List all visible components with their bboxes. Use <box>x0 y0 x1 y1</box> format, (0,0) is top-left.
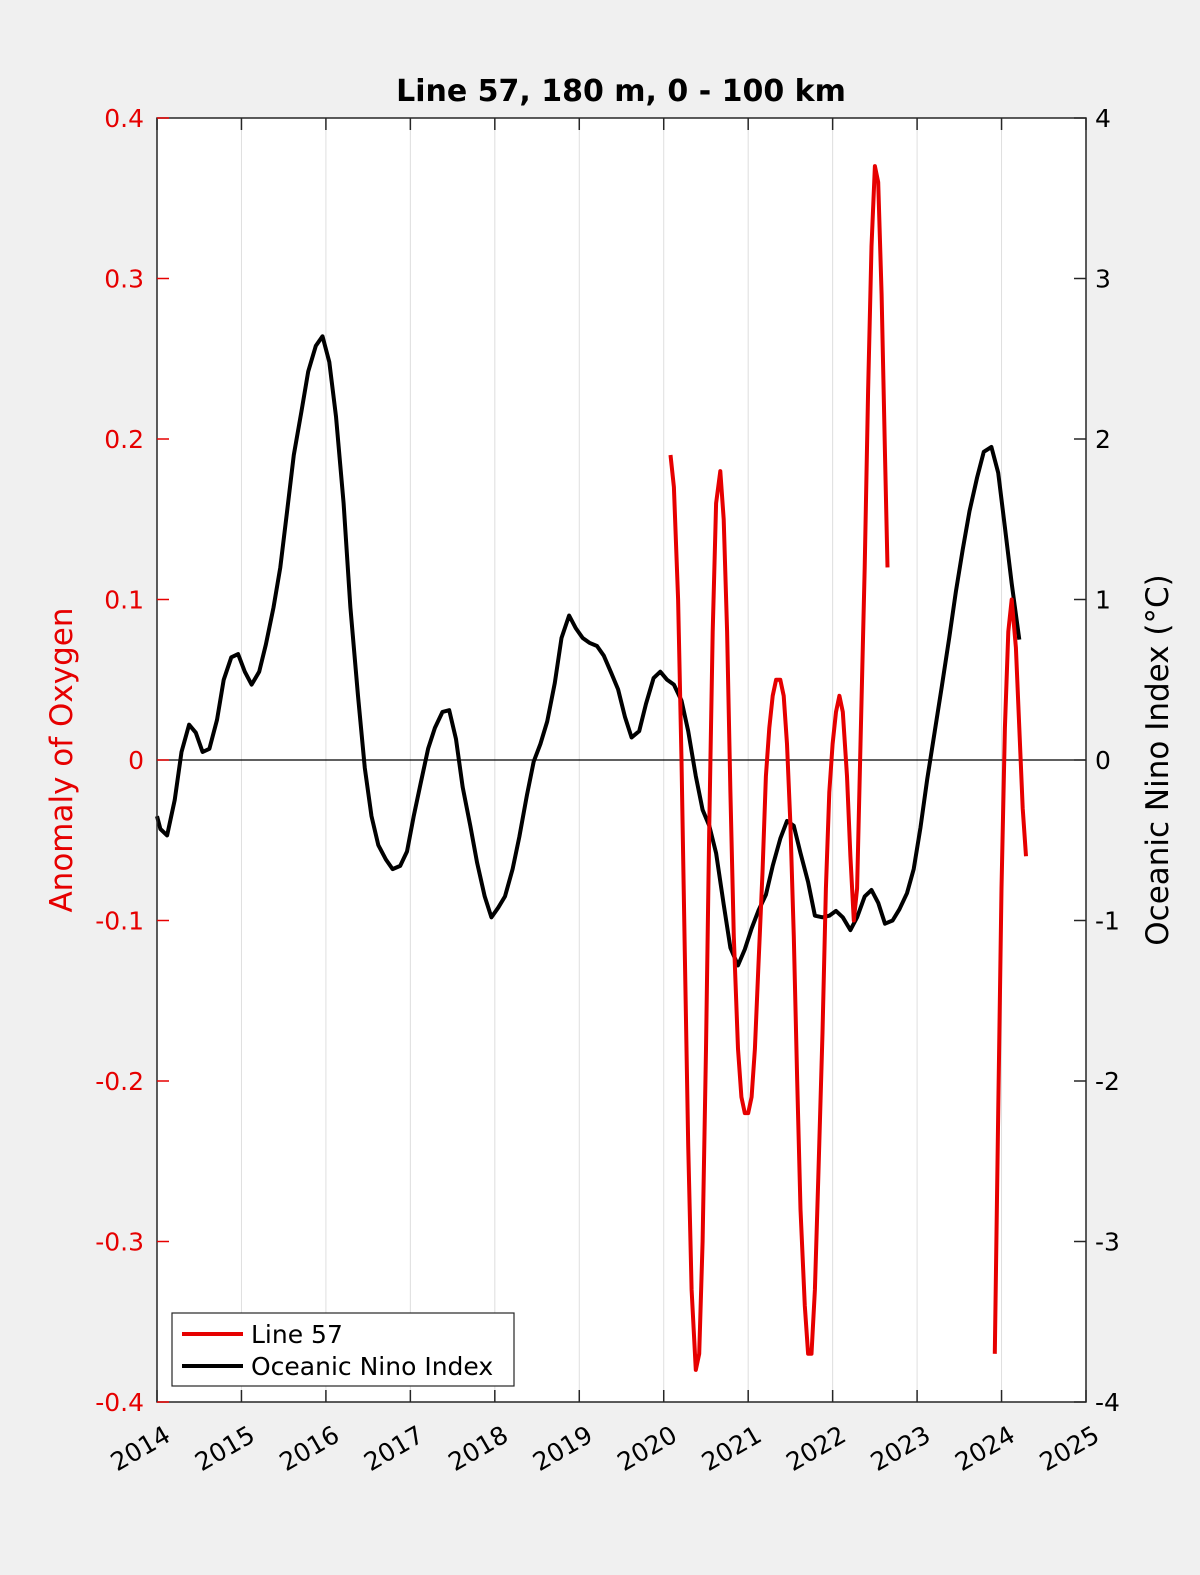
legend-label-oni: Oceanic Nino Index <box>251 1352 493 1381</box>
legend-label-line-57: Line 57 <box>251 1320 343 1349</box>
right-tick-label: 4 <box>1095 104 1111 133</box>
legend: Line 57 Oceanic Nino Index <box>171 1312 515 1387</box>
left-tick-label: -0.4 <box>95 1388 144 1417</box>
left-tick-label: -0.3 <box>95 1228 144 1257</box>
chart-title: Line 57, 180 m, 0 - 100 km <box>396 74 846 109</box>
series-layer <box>155 164 1028 1372</box>
right-tick-label: 1 <box>1095 586 1111 615</box>
left-axis-label: Anomaly of Oxygen <box>44 607 80 912</box>
left-tick-label: 0.4 <box>104 104 144 133</box>
series-line-57-segment-1 <box>992 597 1028 1354</box>
right-tick-label: -2 <box>1095 1067 1120 1096</box>
left-tick-label: -0.1 <box>95 907 144 936</box>
right-tick-label: 3 <box>1095 265 1111 294</box>
left-tick-label: 0.2 <box>104 425 144 454</box>
left-tick-label: -0.2 <box>95 1067 144 1096</box>
series-line-57-segment-0 <box>668 164 890 1372</box>
right-axis-label: Oceanic Nino Index (°C) <box>1140 574 1176 945</box>
right-tick-label: -3 <box>1095 1228 1120 1257</box>
left-tick-label: 0 <box>128 746 144 775</box>
right-tick-label: 0 <box>1095 746 1111 775</box>
left-tick-label: 0.3 <box>104 265 144 294</box>
right-axis-ticks: -4 -3 -2 -1 0 1 2 3 4 <box>1095 104 1120 1417</box>
left-axis-ticks: -0.4 -0.3 -0.2 -0.1 0 0.1 0.2 0.3 0.4 <box>95 104 144 1417</box>
tick-marks <box>156 117 1087 1403</box>
left-tick-label: 0.1 <box>104 586 144 615</box>
right-tick-label: 2 <box>1095 425 1111 454</box>
right-tick-label: -1 <box>1095 907 1120 936</box>
series-oni-line <box>155 334 1022 968</box>
legend-box <box>171 1312 515 1387</box>
right-tick-label: -4 <box>1095 1388 1120 1417</box>
